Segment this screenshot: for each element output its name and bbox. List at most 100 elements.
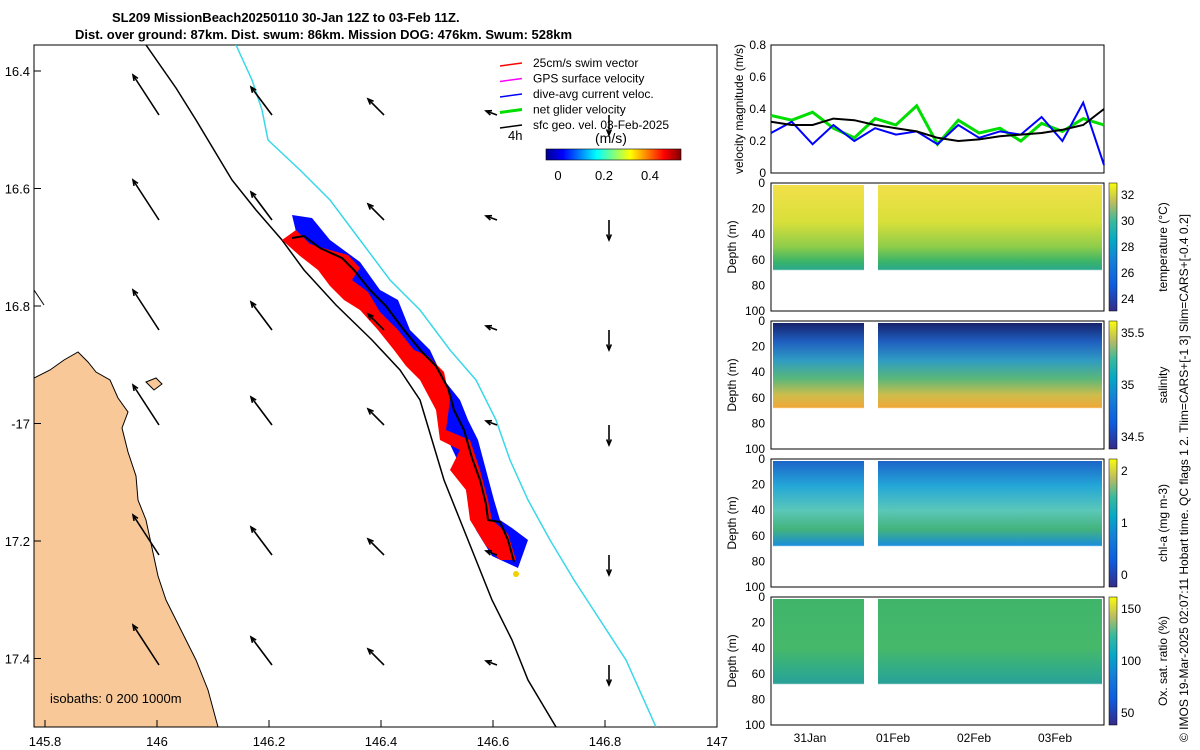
cbar-tick-4-2: 150 [1121, 602, 1141, 616]
isobath-label: isobaths: 0 200 1000m [50, 691, 182, 706]
profile-panels: 00.20.40.60.8velocity magnitude (m/s)020… [725, 38, 1170, 745]
map-ytick-label-5: 17.4 [5, 652, 30, 667]
depth-tick-3-4: 80 [752, 554, 766, 568]
vel-ytick-3: 0.6 [749, 70, 766, 84]
geo-arrow-5 [719, 115, 724, 135]
section-fill-3 [773, 461, 1102, 585]
vel-ytick-2: 0.4 [749, 102, 766, 116]
depth-tick-3-2: 40 [752, 503, 766, 517]
speed-colorbar [546, 149, 681, 160]
depth-tick-1-0: 0 [758, 176, 765, 190]
colorbar-tick-1: 0.2 [595, 168, 613, 183]
depth-tick-4-1: 20 [752, 616, 766, 630]
panel-0: 00.20.40.60.8velocity magnitude (m/s) [732, 38, 1104, 180]
time-tick-3: 03Feb [1038, 731, 1072, 745]
cbar-tick-4-0: 50 [1121, 706, 1135, 720]
geo-arrow-head-17 [719, 344, 724, 350]
depth-tick-2-3: 60 [752, 391, 766, 405]
depth-tick-2-1: 20 [752, 340, 766, 354]
data-gap-4 [864, 599, 878, 723]
depth-label-2: Depth (m) [725, 358, 739, 411]
depth-tick-1-3: 60 [752, 253, 766, 267]
geo-arrow-35 [719, 665, 724, 685]
figure-canvas: isobaths: 0 200 1000m 25cm/s swim vector… [0, 0, 1200, 750]
colorbar-tick-0: 0 [554, 168, 561, 183]
cbar-tick-3-2: 2 [1121, 464, 1128, 478]
cbar-tick-2-0: 34.5 [1121, 430, 1145, 444]
cbar-label-2: salinity [1156, 367, 1170, 404]
map-ytick-label-2: 16.8 [5, 299, 30, 314]
vel-ytick-4: 0.8 [749, 38, 766, 52]
depth-label-3: Depth (m) [725, 496, 739, 549]
colorbar-3 [1109, 459, 1117, 587]
depth-tick-3-0: 0 [758, 452, 765, 466]
cbar-label-4: Ox. sat. ratio (%) [1156, 616, 1170, 706]
cbar-tick-1-2: 28 [1121, 240, 1135, 254]
panel-3: 020406080100Depth (m)012chl-a (mg m-3) [725, 452, 1170, 594]
panel-4: 0 20 40 60 80 100 Depth (m) 50 100 150 Ox. sat. ra… [725, 590, 1170, 745]
cbar-tick-2-2: 35.5 [1121, 326, 1145, 340]
panel-1: 020406080100Depth (m)2426283032temperatu… [725, 176, 1170, 318]
cbar-tick-2-1: 35 [1121, 378, 1135, 392]
legend-label-1: GPS surface velocity [533, 72, 644, 86]
depth-tick-2-2: 40 [752, 365, 766, 379]
section-fill-2 [773, 323, 1102, 447]
side-credit-note: © IMOS 19-Mar-2025 02:07:11 Hobart time.… [1177, 214, 1191, 742]
legend-label-2: dive-avg current veloc. [533, 87, 654, 101]
data-gap-1 [864, 185, 878, 309]
map-xtick-label-0: 145.8 [29, 734, 62, 749]
depth-tick-3-1: 20 [752, 478, 766, 492]
panel-2: 020406080100Depth (m)34.53535.5salinity [725, 314, 1170, 456]
map-xtick-label-2: 146.2 [253, 734, 286, 749]
depth-tick-1-2: 40 [752, 227, 766, 241]
map-panel: isobaths: 0 200 1000m 25cm/s swim vector… [5, 45, 728, 749]
depth-tick-4-2: 40 [752, 641, 766, 655]
legend-label-0: 25cm/s swim vector [533, 56, 638, 70]
geo-arrow-head-29 [719, 569, 724, 575]
depth-tick-4-0: 0 [758, 590, 765, 604]
depth-tick-1-1: 20 [752, 202, 766, 216]
colorbar-2 [1109, 321, 1117, 449]
cbar-tick-1-1: 26 [1121, 266, 1135, 280]
data-gap-2 [864, 323, 878, 447]
map-xtick-label-1: 146 [146, 734, 168, 749]
map-xtick-label-5: 146.8 [589, 734, 622, 749]
cbar-label-3: chl-a (mg m-3) [1156, 484, 1170, 562]
colorbar-1 [1109, 183, 1117, 311]
map-ytick-label-3: -17 [11, 417, 30, 432]
map-ytick-label-4: 17.2 [5, 534, 30, 549]
depth-tick-4-5: 100 [745, 718, 765, 732]
depth-tick-4-3: 60 [752, 667, 766, 681]
colorbar-title: (m/s) [595, 130, 627, 146]
colorbar-tick-2: 0.4 [641, 168, 659, 183]
cbar-tick-4-1: 100 [1121, 654, 1141, 668]
cbar-tick-3-1: 1 [1121, 516, 1128, 530]
map-xtick-label-3: 146.4 [365, 734, 398, 749]
section-fill-4 [773, 599, 1102, 723]
vel-ytick-1: 0.2 [749, 134, 766, 148]
cbar-tick-1-3: 30 [1121, 214, 1135, 228]
panel-frame-0 [771, 45, 1104, 173]
depth-tick-4-4: 80 [752, 692, 766, 706]
map-ytick-label-0: 16.4 [5, 64, 30, 79]
time-tick-1: 01Feb [876, 731, 910, 745]
depth-label-4: Depth (m) [725, 634, 739, 687]
geo-arrow-23 [719, 425, 724, 445]
glider-end-marker [513, 571, 519, 577]
data-gap-b-4 [841, 685, 851, 723]
depth-tick-2-0: 0 [758, 314, 765, 328]
geo-arrow-11 [719, 220, 724, 240]
time-tick-2: 02Feb [957, 731, 991, 745]
depth-tick-1-4: 80 [752, 278, 766, 292]
map-xtick-label-6: 147 [706, 734, 728, 749]
geo-arrow-head-5 [719, 129, 724, 135]
geo-arrow-17 [719, 330, 724, 350]
map-xtick-label-4: 146.6 [477, 734, 510, 749]
geo-arrow-head-23 [719, 439, 724, 445]
legend-label-3: net glider velocity [533, 103, 626, 117]
geo-arrow-head-35 [719, 679, 724, 685]
vel-ylabel: velocity magnitude (m/s) [732, 44, 746, 174]
geo-arrow-head-11 [719, 234, 724, 240]
cbar-tick-1-4: 32 [1121, 188, 1135, 202]
depth-tick-3-3: 60 [752, 529, 766, 543]
